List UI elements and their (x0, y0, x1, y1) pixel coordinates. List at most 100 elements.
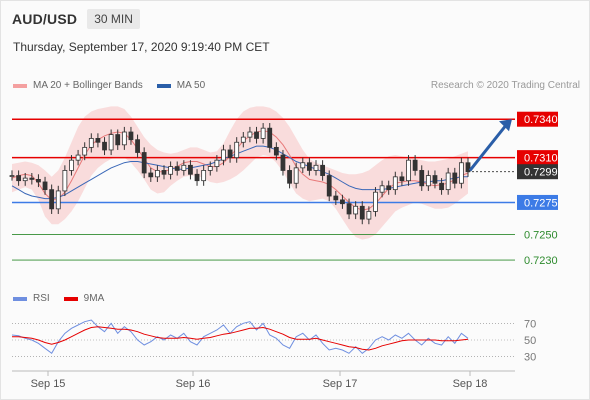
candle-body (346, 203, 352, 215)
candle-body (287, 170, 292, 184)
candle-body (247, 131, 253, 138)
rsi-tick-label-70: 70 (524, 318, 536, 330)
candle-body (42, 181, 48, 191)
candle-body (121, 131, 127, 146)
level-tag-bg-0.7299 (517, 164, 558, 180)
candle-body (425, 175, 431, 187)
candle-body (406, 159, 411, 182)
candle-body (29, 177, 35, 180)
candle-body (399, 176, 405, 182)
candle-body (293, 167, 299, 184)
legend-label-rsi: RSI (33, 293, 50, 304)
candle-body (439, 182, 444, 191)
forecast-arrow-icon (499, 119, 512, 132)
candle-body (306, 162, 312, 171)
candle-body (141, 152, 147, 174)
candle-body (340, 199, 345, 205)
candle-body (452, 172, 458, 184)
candle-body (88, 138, 94, 148)
candle-body (260, 127, 266, 139)
price-legend: MA 20 + Bollinger Bands MA 50 (13, 80, 219, 91)
legend-item-9ma: 9MA (63, 293, 105, 304)
level-label-0.7310: 0.7310 (524, 153, 558, 165)
rsi-tick-label-30: 30 (524, 352, 536, 364)
candle-body (115, 134, 121, 146)
candle-body (69, 159, 74, 171)
rsi-legend: RSI 9MA (13, 293, 118, 304)
level-label-0.7275: 0.7275 (524, 197, 558, 209)
x-tick-label: Sep 17 (323, 378, 358, 390)
candle-body (188, 164, 193, 175)
candle-body (254, 131, 259, 139)
candle-body (36, 178, 41, 183)
level-label-0.7299: 0.7299 (524, 167, 558, 179)
candle-body (174, 166, 180, 171)
research-credit: Research © 2020 Trading Central (430, 80, 580, 91)
candle-body (22, 177, 28, 182)
candle-body (412, 159, 418, 171)
candle-body (273, 146, 279, 156)
candle-body (465, 162, 471, 173)
legend-item-ma20: MA 20 + Bollinger Bands (13, 80, 143, 91)
ma50-line (11, 145, 468, 200)
bollinger-band-area (12, 106, 468, 240)
candle-body (62, 170, 68, 192)
rsi-tick-label-50: 50 (524, 335, 536, 347)
candle-body (49, 189, 55, 210)
ma50-swatch-icon (156, 83, 171, 88)
candle-body (432, 175, 438, 184)
rsi-series-9MA (12, 326, 469, 351)
candle-body (194, 173, 200, 182)
candle-body (458, 162, 464, 184)
candle-body (207, 166, 213, 171)
rsi-series-RSI (11, 319, 469, 355)
candle-body (154, 170, 160, 178)
candle-body (95, 138, 101, 143)
candle-body (313, 164, 319, 171)
candle-body (221, 149, 226, 161)
candle-body (82, 146, 88, 156)
candle-body (135, 139, 140, 153)
timeframe-badge[interactable]: 30 MIN (87, 9, 140, 29)
x-tick-label: Sep 15 (31, 378, 66, 390)
candle-body (240, 136, 246, 143)
candle-body (333, 195, 339, 201)
level-tag-bg-0.7310 (517, 150, 558, 166)
candle-body (75, 154, 81, 161)
candle-body (326, 175, 332, 197)
level-label-0.7250: 0.7250 (524, 229, 558, 241)
candle-body (373, 191, 378, 212)
candle-body (234, 141, 240, 159)
ma20-swatch-icon (13, 83, 27, 88)
candle-body (392, 176, 398, 191)
level-label-0.7340: 0.7340 (524, 114, 558, 126)
candle-body (320, 164, 326, 176)
candle-body (168, 166, 174, 175)
candle-body (148, 172, 154, 178)
candle-body (9, 175, 15, 177)
candle-body (227, 149, 233, 159)
legend-item-rsi: RSI (13, 293, 50, 304)
level-tag-bg-0.7275 (517, 194, 558, 210)
x-tick-label: Sep 18 (453, 378, 488, 390)
candle-body (128, 131, 134, 141)
legend-label-ma20: MA 20 + Bollinger Bands (33, 80, 143, 91)
level-tag-bg-0.7340 (517, 111, 558, 127)
candle-body (359, 205, 365, 220)
candles-group (9, 123, 471, 225)
candle-body (102, 141, 107, 151)
candle-body (108, 134, 114, 151)
9ma-swatch-icon (63, 296, 78, 301)
forecast-arrow-shaft (468, 124, 508, 172)
ma20-line (11, 130, 469, 211)
candle-body (267, 127, 273, 148)
legend-label-9ma: 9MA (83, 293, 105, 304)
candle-body (366, 211, 372, 220)
candle-body (300, 162, 306, 169)
level-label-0.7230: 0.7230 (524, 255, 558, 267)
x-tick-label: Sep 16 (176, 378, 211, 390)
candle-body (16, 175, 22, 182)
candle-body (353, 205, 359, 215)
